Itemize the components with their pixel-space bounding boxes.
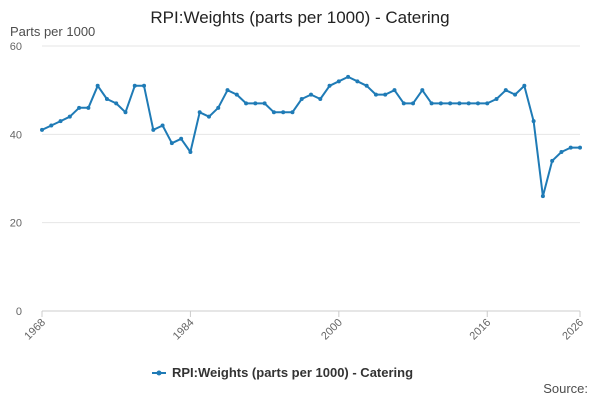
data-point-1991[interactable] bbox=[253, 101, 258, 106]
data-point-1985[interactable] bbox=[197, 110, 202, 115]
data-point-1999[interactable] bbox=[327, 83, 332, 88]
data-point-2001[interactable] bbox=[346, 74, 351, 79]
chart-title: RPI:Weights (parts per 1000) - Catering bbox=[150, 8, 450, 27]
data-point-2000[interactable] bbox=[336, 79, 341, 84]
x-tick-label-2026: 2026 bbox=[560, 317, 586, 343]
legend-entry: RPI:Weights (parts per 1000) - Catering bbox=[172, 365, 413, 380]
data-point-1990[interactable] bbox=[244, 101, 249, 106]
data-point-2016[interactable] bbox=[485, 101, 490, 106]
x-tick-label-2000: 2000 bbox=[319, 317, 345, 343]
y-tick-label-40: 40 bbox=[10, 129, 22, 141]
y-axis-ticks: 0 20 40 60 bbox=[10, 41, 22, 318]
legend[interactable]: RPI:Weights (parts per 1000) - Catering bbox=[152, 365, 413, 380]
data-point-1998[interactable] bbox=[318, 97, 323, 101]
data-point-2017[interactable] bbox=[494, 97, 499, 101]
data-point-2002[interactable] bbox=[355, 79, 360, 84]
data-point-2024[interactable] bbox=[559, 150, 564, 154]
data-point-2023[interactable] bbox=[550, 158, 555, 163]
data-point-2021[interactable] bbox=[531, 119, 536, 124]
data-point-1980[interactable] bbox=[151, 127, 156, 132]
data-point-2006[interactable] bbox=[392, 88, 397, 93]
data-point-1997[interactable] bbox=[309, 92, 313, 97]
data-point-2003[interactable] bbox=[364, 83, 369, 88]
data-point-2005[interactable] bbox=[383, 92, 388, 97]
y-tick-label-60: 60 bbox=[10, 41, 22, 53]
data-point-1970[interactable] bbox=[58, 119, 63, 124]
data-point-1968[interactable] bbox=[40, 127, 44, 132]
data-point-2019[interactable] bbox=[513, 92, 518, 97]
data-point-1987[interactable] bbox=[216, 105, 221, 110]
data-point-1973[interactable] bbox=[86, 105, 91, 110]
data-point-1972[interactable] bbox=[77, 105, 82, 110]
data-point-1982[interactable] bbox=[169, 141, 174, 146]
x-tick-label-2016: 2016 bbox=[468, 317, 494, 343]
data-point-1995[interactable] bbox=[290, 110, 295, 115]
data-point-2026[interactable] bbox=[578, 145, 582, 150]
data-point-2011[interactable] bbox=[438, 101, 443, 106]
data-point-1989[interactable] bbox=[234, 92, 239, 97]
data-point-2018[interactable] bbox=[503, 88, 508, 93]
data-point-1984[interactable] bbox=[188, 150, 193, 154]
data-point-1986[interactable] bbox=[206, 114, 211, 119]
grid-lines bbox=[42, 45, 580, 224]
data-point-1974[interactable] bbox=[95, 83, 100, 88]
data-point-2009[interactable] bbox=[420, 88, 425, 93]
data-point-1971[interactable] bbox=[67, 114, 72, 119]
data-point-2007[interactable] bbox=[401, 101, 406, 106]
data-point-1992[interactable] bbox=[262, 101, 267, 106]
data-point-1978[interactable] bbox=[132, 83, 137, 88]
data-point-1994[interactable] bbox=[281, 110, 286, 115]
data-point-2008[interactable] bbox=[411, 101, 416, 106]
source-label: Source: bbox=[543, 381, 588, 396]
x-axis: 1968 1984 2000 2016 2026 bbox=[22, 310, 586, 343]
data-point-1979[interactable] bbox=[142, 83, 147, 88]
data-point-2012[interactable] bbox=[448, 101, 453, 106]
data-point-1988[interactable] bbox=[225, 88, 230, 93]
data-point-2022[interactable] bbox=[540, 194, 545, 199]
series-group bbox=[40, 74, 582, 199]
data-point-2004[interactable] bbox=[373, 92, 378, 97]
data-point-1981[interactable] bbox=[160, 123, 165, 128]
data-point-1969[interactable] bbox=[49, 123, 54, 128]
data-point-1983[interactable] bbox=[179, 136, 184, 141]
data-point-1975[interactable] bbox=[104, 97, 109, 101]
data-point-2010[interactable] bbox=[429, 101, 434, 106]
data-point-2020[interactable] bbox=[522, 83, 527, 88]
legend-dot-marker bbox=[156, 370, 162, 376]
data-point-1977[interactable] bbox=[123, 110, 128, 115]
data-point-1996[interactable] bbox=[299, 97, 304, 101]
y-axis-label: Parts per 1000 bbox=[10, 24, 96, 39]
data-point-1993[interactable] bbox=[271, 110, 276, 115]
data-point-2025[interactable] bbox=[568, 145, 573, 150]
data-point-2014[interactable] bbox=[466, 101, 471, 106]
y-tick-label-20: 20 bbox=[10, 218, 22, 230]
x-tick-label-1968: 1968 bbox=[22, 317, 48, 343]
y-tick-label-0: 0 bbox=[16, 306, 22, 318]
data-point-1976[interactable] bbox=[114, 101, 119, 106]
data-point-2015[interactable] bbox=[475, 101, 480, 106]
x-tick-label-1984: 1984 bbox=[171, 317, 197, 343]
data-point-2013[interactable] bbox=[457, 101, 462, 106]
